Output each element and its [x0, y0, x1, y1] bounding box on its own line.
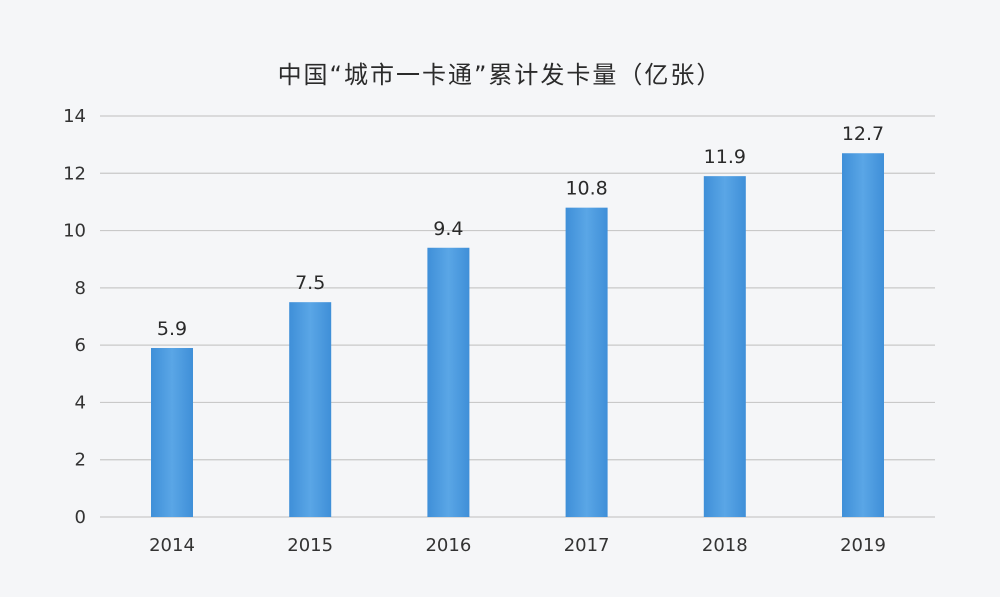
data-label-2019: 12.7: [842, 123, 884, 145]
y-tick-label: 10: [63, 221, 86, 242]
bar-2014: [151, 348, 193, 517]
bar-2016: [427, 247, 470, 517]
y-tick-label: 14: [63, 106, 86, 127]
bars: [151, 153, 884, 517]
x-axis-tick-labels: 2014 2015 2016 2017 2018 2019: [149, 535, 886, 556]
gridlines: [100, 115, 935, 518]
data-label-2017: 10.8: [565, 178, 607, 200]
y-tick-label: 2: [75, 450, 86, 471]
x-tick-label-2019: 2019: [840, 535, 886, 556]
y-tick-label: 6: [75, 335, 86, 356]
data-labels: 5.9 7.5 9.4 10.8 11.9 12.7: [157, 123, 884, 340]
data-label-2016: 9.4: [433, 218, 463, 240]
data-label-2018: 11.9: [704, 146, 746, 168]
x-tick-label-2014: 2014: [149, 535, 195, 556]
x-tick-label-2018: 2018: [702, 535, 748, 556]
bar-2019: [842, 153, 884, 517]
y-tick-label: 4: [75, 392, 86, 413]
y-axis-tick-labels: 0 2 4 6 8 10 12 14: [63, 106, 86, 528]
bar-2017: [565, 207, 608, 517]
y-tick-label: 12: [63, 163, 86, 184]
bar-2018: [703, 176, 746, 517]
data-label-2015: 7.5: [295, 272, 325, 294]
y-tick-label: 8: [75, 278, 86, 299]
data-label-2014: 5.9: [157, 318, 187, 340]
x-tick-label-2017: 2017: [564, 535, 610, 556]
y-tick-label: 0: [75, 507, 86, 528]
x-tick-label-2016: 2016: [425, 535, 471, 556]
chart-title: 中国“城市一卡通”累计发卡量（亿张）: [277, 61, 723, 89]
bar-2015: [289, 302, 332, 517]
x-tick-label-2015: 2015: [287, 535, 333, 556]
